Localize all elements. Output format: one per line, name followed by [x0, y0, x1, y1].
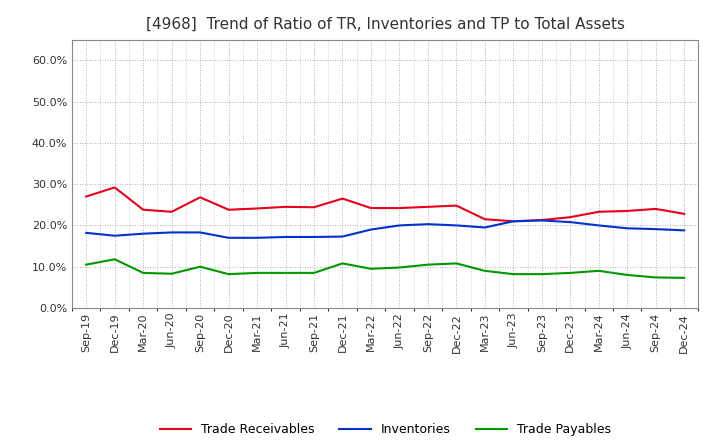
- Trade Receivables: [395, 205, 404, 211]
- Inventories: [423, 221, 432, 227]
- Inventories: [480, 225, 489, 230]
- Trade Payables: [167, 271, 176, 276]
- Trade Payables: [225, 271, 233, 277]
- Inventories: [282, 235, 290, 240]
- Trade Receivables: [680, 211, 688, 216]
- Trade Receivables: [310, 205, 318, 210]
- Trade Payables: [680, 275, 688, 280]
- Trade Payables: [366, 266, 375, 271]
- Trade Receivables: [652, 206, 660, 212]
- Inventories: [395, 223, 404, 228]
- Trade Payables: [282, 270, 290, 275]
- Trade Payables: [452, 261, 461, 266]
- Inventories: [652, 227, 660, 232]
- Inventories: [110, 233, 119, 238]
- Trade Receivables: [537, 217, 546, 223]
- Trade Payables: [196, 264, 204, 269]
- Inventories: [452, 223, 461, 228]
- Trade Payables: [423, 262, 432, 267]
- Inventories: [566, 220, 575, 225]
- Trade Receivables: [623, 208, 631, 213]
- Inventories: [253, 235, 261, 240]
- Inventories: [595, 223, 603, 228]
- Trade Receivables: [225, 207, 233, 213]
- Inventories: [82, 230, 91, 235]
- Inventories: [509, 219, 518, 224]
- Trade Payables: [537, 271, 546, 277]
- Trade Payables: [110, 257, 119, 262]
- Trade Receivables: [338, 196, 347, 201]
- Trade Receivables: [566, 215, 575, 220]
- Trade Receivables: [196, 194, 204, 200]
- Trade Receivables: [452, 203, 461, 208]
- Trade Receivables: [423, 204, 432, 209]
- Inventories: [310, 235, 318, 240]
- Trade Payables: [595, 268, 603, 274]
- Inventories: [366, 227, 375, 232]
- Legend: Trade Receivables, Inventories, Trade Payables: Trade Receivables, Inventories, Trade Pa…: [155, 418, 616, 440]
- Inventories: [167, 230, 176, 235]
- Trade Payables: [652, 275, 660, 280]
- Trade Payables: [395, 265, 404, 270]
- Trade Receivables: [253, 206, 261, 211]
- Trade Payables: [509, 271, 518, 277]
- Trade Payables: [82, 262, 91, 267]
- Title: [4968]  Trend of Ratio of TR, Inventories and TP to Total Assets: [4968] Trend of Ratio of TR, Inventories…: [145, 16, 625, 32]
- Trade Receivables: [282, 204, 290, 209]
- Trade Payables: [480, 268, 489, 274]
- Inventories: [680, 228, 688, 233]
- Trade Receivables: [167, 209, 176, 214]
- Inventories: [196, 230, 204, 235]
- Inventories: [623, 226, 631, 231]
- Trade Payables: [253, 270, 261, 275]
- Trade Payables: [623, 272, 631, 278]
- Line: Trade Receivables: Trade Receivables: [86, 187, 684, 221]
- Line: Inventories: Inventories: [86, 220, 684, 238]
- Inventories: [139, 231, 148, 236]
- Trade Receivables: [595, 209, 603, 214]
- Trade Payables: [566, 270, 575, 275]
- Inventories: [225, 235, 233, 240]
- Line: Trade Payables: Trade Payables: [86, 259, 684, 278]
- Trade Receivables: [509, 219, 518, 224]
- Trade Payables: [139, 270, 148, 275]
- Trade Receivables: [480, 216, 489, 222]
- Trade Receivables: [110, 185, 119, 190]
- Trade Payables: [310, 270, 318, 275]
- Trade Receivables: [139, 207, 148, 213]
- Trade Receivables: [82, 194, 91, 199]
- Trade Receivables: [366, 205, 375, 211]
- Trade Payables: [338, 261, 347, 266]
- Inventories: [338, 234, 347, 239]
- Inventories: [537, 218, 546, 223]
